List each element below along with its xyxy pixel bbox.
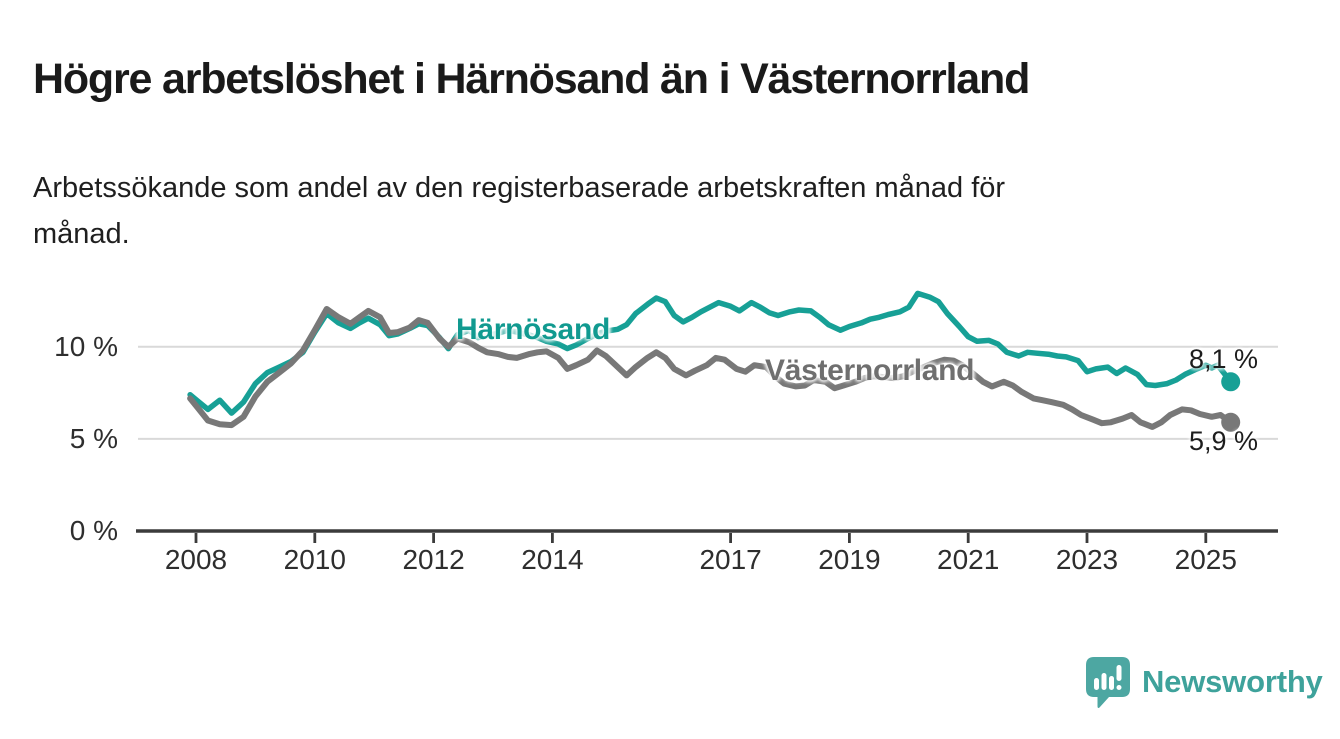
x-tick-label: 2025 <box>1174 544 1237 575</box>
series-label-vasternorrland: Västernorrland <box>765 354 975 387</box>
end-value-label-harnosand: 8,1 % <box>1188 344 1258 374</box>
brand-logo: Newsworthy <box>1085 655 1323 709</box>
series-label-harnosand: Härnösand <box>456 313 610 346</box>
series-line-0 <box>187 290 1234 416</box>
x-tick-label: 2017 <box>699 544 762 575</box>
series-line-1 <box>187 306 1234 430</box>
y-tick-label: 0 % <box>69 515 118 546</box>
x-tick-label: 2014 <box>521 544 584 575</box>
y-tick-label: 5 % <box>69 422 118 454</box>
end-value-label-vasternorrland: 5,9 % <box>1188 426 1258 456</box>
page-subtitle: Arbetssökande som andel av den registerb… <box>33 172 1006 251</box>
series-end-dot-1 <box>1221 412 1241 432</box>
series-end-dot-0 <box>1221 372 1241 392</box>
x-tick-label: 2023 <box>1055 544 1119 575</box>
x-tick-label: 2019 <box>818 544 881 575</box>
x-tick-label: 2021 <box>937 544 1000 575</box>
page-title: Högre arbetslöshet i Härnösand än i Väst… <box>33 54 1030 103</box>
newsworthy-logo-icon <box>1085 656 1131 709</box>
brand-wordmark: Newsworthy <box>1142 664 1323 699</box>
x-tick-label: 2012 <box>402 544 465 575</box>
speech-bubble-shape <box>1086 656 1130 708</box>
x-tick-label: 2008 <box>164 544 228 575</box>
x-tick-label: 2010 <box>283 544 346 575</box>
y-tick-label: 10 % <box>54 330 118 362</box>
